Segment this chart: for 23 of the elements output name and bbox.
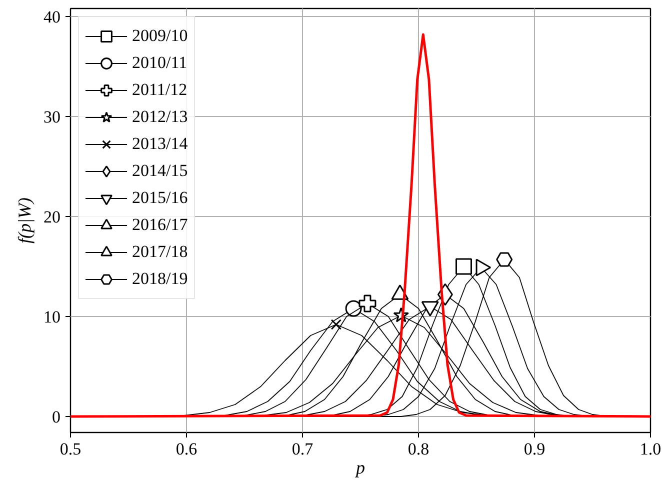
x-tick-label: 0.7: [292, 440, 314, 458]
x-axis-title: p: [354, 458, 365, 478]
legend-label: 2017/18: [132, 241, 188, 263]
legend-label: 2018/19: [132, 268, 188, 290]
legend-label: 2011/12: [132, 79, 188, 101]
legend-label: 2013/14: [132, 133, 188, 155]
y-tick-label: 0: [52, 408, 60, 426]
y-axis-title: f(p|W): [14, 198, 34, 244]
y-tick-label: 10: [44, 308, 60, 326]
legend-label: 2014/15: [132, 160, 188, 182]
y-tick-label: 20: [44, 208, 60, 226]
legend-label: 2016/17: [132, 214, 188, 236]
x-tick-label: 0.9: [524, 440, 546, 458]
x-tick-label: 0.5: [60, 440, 82, 458]
x-tick-label: 0.8: [408, 440, 430, 458]
x-tick-label: 1.0: [640, 440, 662, 458]
x-tick-label: 0.6: [176, 440, 198, 458]
legend-label: 2015/16: [132, 187, 188, 209]
legend-label: 2010/11: [132, 52, 188, 74]
y-tick-label: 40: [44, 8, 60, 26]
legend-label: 2012/13: [132, 106, 188, 128]
y-tick-label: 30: [44, 108, 60, 126]
legend-label: 2009/10: [132, 25, 188, 47]
